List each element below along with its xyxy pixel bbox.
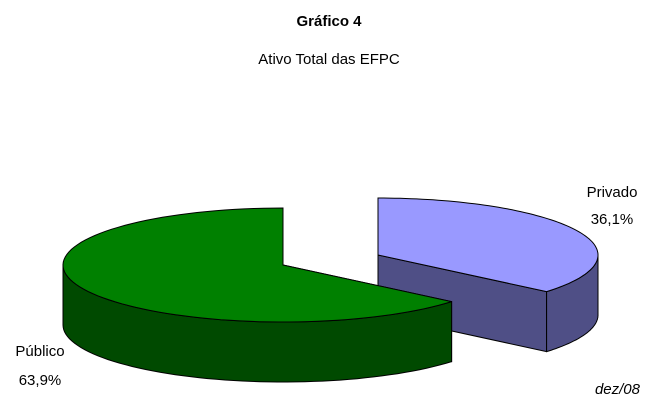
slice <box>62 207 452 323</box>
annotation: dez/08 <box>595 381 641 398</box>
slice-label: Público <box>15 343 64 360</box>
slice-label: Privado <box>587 184 638 201</box>
chart-title: Gráfico 4 <box>296 13 362 30</box>
slice-value-label: 63,9% <box>19 372 62 389</box>
slice <box>377 197 599 293</box>
chart-subtitle: Ativo Total das EFPC <box>258 51 400 68</box>
slice-value-label: 36,1% <box>591 211 634 228</box>
